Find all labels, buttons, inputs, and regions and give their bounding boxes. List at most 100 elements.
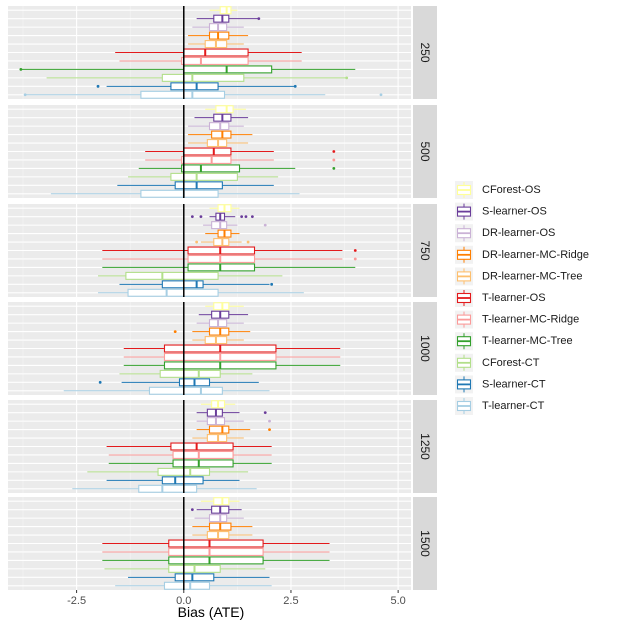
legend-item-S-learner-CT: S-learner-CT xyxy=(455,375,546,394)
box-iqr xyxy=(213,238,230,247)
box-T-learner-CT-1250 xyxy=(72,484,257,493)
box-T-learner-MC-Ridge-1500 xyxy=(102,547,330,556)
x-tick-label: 2.5 xyxy=(283,595,298,607)
box-S-learner-OS-750 xyxy=(190,212,254,221)
box-iqr xyxy=(148,386,223,395)
outlier-point xyxy=(268,428,271,431)
box-iqr xyxy=(183,48,249,57)
box-S-learner-CT-1500 xyxy=(128,573,270,582)
box-iqr xyxy=(161,476,204,485)
box-iqr xyxy=(168,539,264,548)
box-iqr xyxy=(174,573,215,582)
box-S-learner-CT-750 xyxy=(119,280,274,289)
legend-item-CForest-OS: CForest-OS xyxy=(455,181,541,199)
box-S-learner-CT-250 xyxy=(96,82,297,91)
facet-strip xyxy=(413,302,437,395)
legend-item-T-learner-MC-Ridge: T-learner-MC-Ridge xyxy=(455,310,579,329)
box-iqr xyxy=(181,164,241,173)
facet-strip xyxy=(413,497,437,590)
box-CForest-OS-250 xyxy=(209,6,238,15)
box-T-learner-MC-Tree-1500 xyxy=(102,556,330,565)
outlier-point xyxy=(379,93,383,97)
box-iqr xyxy=(127,288,219,297)
box-T-learner-OS-750 xyxy=(102,246,357,255)
box-DR-learner-MC-Ridge-1250 xyxy=(196,425,271,434)
facet-strip-label: 250 xyxy=(418,42,432,62)
legend-label: S-learner-OS xyxy=(482,206,547,218)
outlier-point xyxy=(240,215,244,219)
legend-label: S-learner-CT xyxy=(482,378,546,390)
box-DR-learner-MC-Ridge-750 xyxy=(205,229,240,238)
box-T-learner-CT-750 xyxy=(98,288,304,297)
box-T-learner-MC-Tree-1250 xyxy=(108,459,272,468)
outlier-point xyxy=(199,215,203,219)
facet-strip-label: 1500 xyxy=(418,530,432,557)
outlier-point xyxy=(190,215,194,219)
x-tick-label: 0.0 xyxy=(176,595,191,607)
box-S-learner-OS-500 xyxy=(194,113,249,122)
box-iqr xyxy=(181,155,232,164)
facet-strip xyxy=(413,105,437,198)
outlier-point xyxy=(332,150,336,153)
box-CForest-CT-1000 xyxy=(119,369,253,378)
box-T-learner-MC-Tree-1000 xyxy=(123,361,341,370)
facet-panel-1250: 1250 xyxy=(8,400,437,493)
box-T-learner-MC-Ridge-500 xyxy=(145,155,336,164)
box-S-learner-CT-500 xyxy=(117,181,274,190)
box-CForest-OS-1500 xyxy=(200,497,240,506)
facet-panel-250: 250 xyxy=(8,6,437,99)
box-T-learner-CT-1000 xyxy=(63,386,270,395)
box-iqr xyxy=(172,459,234,468)
outlier-point xyxy=(263,223,267,227)
outlier-point xyxy=(263,411,267,415)
legend: CForest-OS S-learner-OS DR-learner-OS DR-le… xyxy=(453,179,623,421)
x-axis-title: Bias (ATE) xyxy=(178,604,245,620)
outlier-point xyxy=(96,84,100,88)
box-iqr xyxy=(170,172,238,181)
box-DR-learner-MC-Tree-1000 xyxy=(192,336,244,345)
box-iqr xyxy=(208,122,230,131)
box-DR-learner-OS-1500 xyxy=(194,514,244,523)
box-iqr xyxy=(208,31,230,40)
box-CForest-OS-1250 xyxy=(200,400,236,409)
box-T-learner-MC-Tree-250 xyxy=(19,65,356,74)
box-DR-learner-MC-Ridge-1000 xyxy=(173,327,251,336)
legend-label: T-learner-CT xyxy=(482,400,545,412)
box-DR-learner-OS-250 xyxy=(192,23,244,32)
legend-item-DR-learner-MC-Ridge: DR-learner-MC-Ridge xyxy=(455,245,589,264)
box-S-learner-OS-1500 xyxy=(190,505,242,514)
box-T-learner-OS-1250 xyxy=(106,442,272,451)
box-S-learner-OS-250 xyxy=(196,14,261,23)
box-iqr xyxy=(208,425,230,434)
box-S-learner-OS-1250 xyxy=(196,408,267,417)
box-iqr xyxy=(206,408,223,417)
box-DR-learner-MC-Ridge-500 xyxy=(188,130,253,139)
box-DR-learner-MC-Tree-1500 xyxy=(192,531,253,540)
legend-item-T-learner-MC-Tree: T-learner-MC-Tree xyxy=(455,332,573,351)
box-iqr xyxy=(183,147,232,156)
outlier-point xyxy=(98,380,102,384)
outlier-point xyxy=(250,215,254,219)
facet-panel-1000: 1000 xyxy=(8,302,437,395)
box-T-learner-OS-1000 xyxy=(123,344,341,353)
box-iqr xyxy=(206,139,228,148)
box-iqr xyxy=(172,450,234,459)
outlier-point xyxy=(332,158,336,162)
outlier-point xyxy=(293,84,297,88)
facet-strip xyxy=(413,204,437,297)
box-DR-learner-MC-Ridge-250 xyxy=(188,31,249,40)
box-CForest-OS-1000 xyxy=(205,302,244,311)
box-iqr xyxy=(213,302,230,311)
box-iqr xyxy=(215,105,234,114)
box-T-learner-MC-Ridge-1250 xyxy=(108,450,272,459)
box-iqr xyxy=(183,65,273,74)
legend-item-S-learner-OS: S-learner-OS xyxy=(455,202,547,221)
facet-strip xyxy=(413,6,437,99)
outlier-point xyxy=(353,249,357,252)
box-CForest-OS-750 xyxy=(209,204,240,213)
box-DR-learner-OS-500 xyxy=(188,122,244,131)
box-DR-learner-OS-1000 xyxy=(196,319,244,328)
outlier-point xyxy=(244,215,248,219)
x-axis: -2.5 0.0 2.5 5.0 xyxy=(67,590,406,607)
